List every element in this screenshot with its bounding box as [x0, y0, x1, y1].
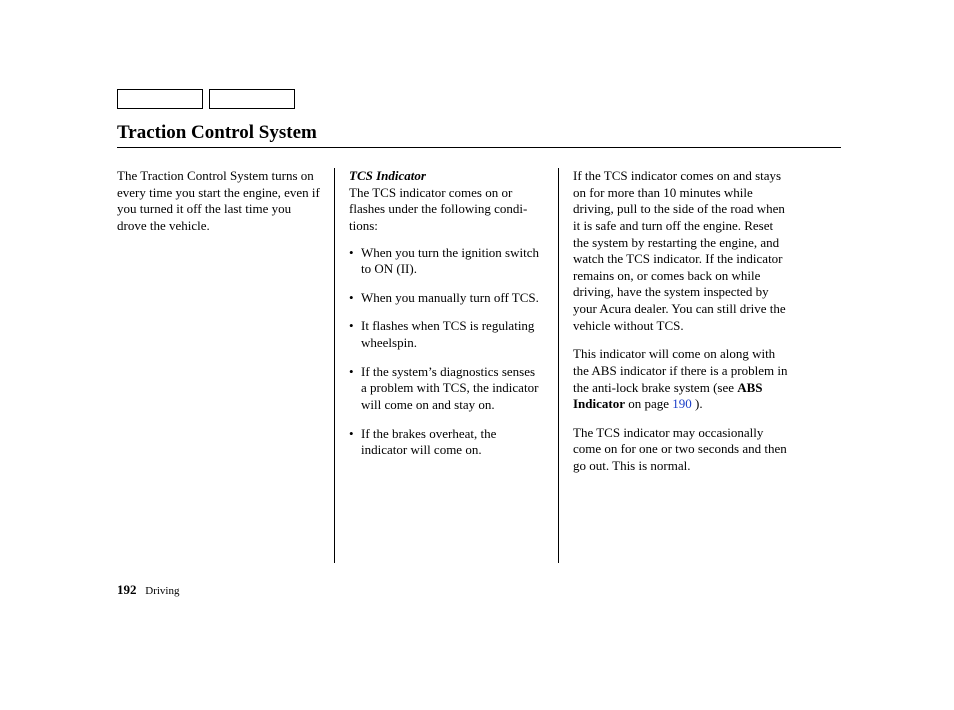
- page-number: 192: [117, 582, 137, 597]
- page-title: Traction Control System: [117, 122, 317, 144]
- tcs-indicator-heading: TCS Indicator: [349, 168, 426, 183]
- header-tab-left: [117, 89, 203, 109]
- text: ).: [692, 396, 703, 411]
- list-item: When you manually turn off TCS.: [349, 290, 544, 307]
- title-rule: [117, 147, 841, 148]
- text: on page: [625, 396, 672, 411]
- column-2: TCS Indicator The TCS indicator comes on…: [334, 168, 558, 563]
- manual-page: Traction Control System The Traction Con…: [0, 0, 954, 710]
- tcs-conditions-list: When you turn the ignition switch to ON …: [349, 245, 544, 459]
- page-link-190[interactable]: 190: [672, 396, 692, 411]
- list-item: If the system’s diagnostics senses a pro…: [349, 364, 544, 414]
- column-3: If the TCS indicator comes on and stays …: [558, 168, 790, 563]
- col3-paragraph-2: This indicator will come on along with t…: [573, 346, 790, 413]
- col3-paragraph-1: If the TCS indicator comes on and stays …: [573, 168, 790, 334]
- col2-lead: The TCS indicator comes on or flashes un…: [349, 185, 527, 233]
- content-columns: The Traction Control System turns on eve…: [117, 168, 841, 563]
- column-1: The Traction Control System turns on eve…: [117, 168, 334, 563]
- header-tabs: [117, 89, 295, 109]
- col1-paragraph: The Traction Control System turns on eve…: [117, 168, 320, 235]
- list-item: If the brakes overheat, the indicator wi…: [349, 426, 544, 459]
- list-item: When you turn the ignition switch to ON …: [349, 245, 544, 278]
- col3-paragraph-3: The TCS indicator may occasionally come …: [573, 425, 790, 475]
- page-footer: 192 Driving: [117, 582, 179, 598]
- list-item: It flashes when TCS is regulating wheels…: [349, 318, 544, 351]
- header-tab-right: [209, 89, 295, 109]
- section-name: Driving: [145, 585, 179, 597]
